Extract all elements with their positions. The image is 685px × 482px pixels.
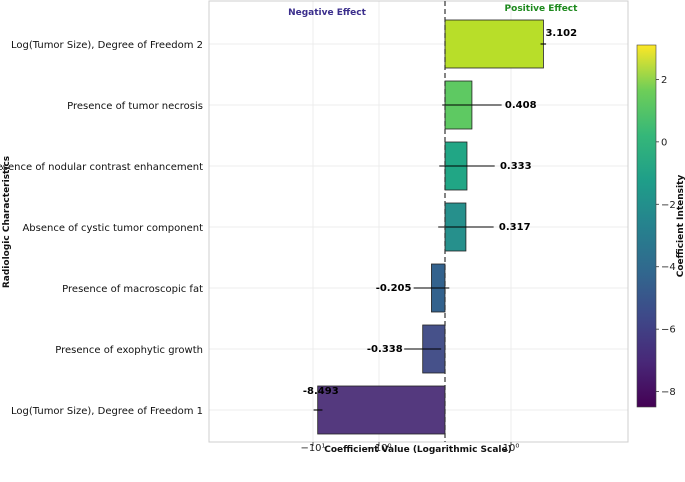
category-label: Presence of tumor necrosis	[67, 101, 203, 112]
colorbar-tick-label: −6	[661, 325, 676, 336]
bars: 3.102 0.408 0.333 0.317 -0.205 -0.338 -8.493	[303, 19, 577, 435]
negative-effect-label: Negative Effect	[288, 8, 367, 18]
positive-effect-label: Positive Effect	[505, 4, 579, 14]
category-label: Log(Tumor Size), Degree of Freedom 1	[11, 406, 203, 417]
x-tick-label: 10⁰	[503, 443, 520, 454]
plot-frame	[208, 0, 629, 443]
x-ticks: −10¹ −10⁰ 10⁰	[300, 442, 519, 454]
colorbar-label: Coefficient Intensity	[676, 175, 685, 278]
y-axis-label: Radiologic Characteristics	[2, 156, 12, 288]
grid-lines	[209, 1, 628, 442]
category-label: Presence of macroscopic fat	[62, 284, 203, 295]
bar	[317, 385, 446, 435]
value-label: 0.408	[505, 100, 537, 111]
value-label: 0.317	[499, 222, 531, 233]
colorbar-tick-label: −2	[661, 200, 676, 211]
value-label: -8.493	[303, 386, 339, 397]
value-label: -0.338	[367, 344, 403, 355]
x-axis-label: Coefficient Value (Logarithmic Scale)	[324, 445, 511, 455]
category-labels: Log(Tumor Size), Degree of Freedom 2 Pres…	[0, 40, 203, 417]
bar	[444, 19, 544, 69]
colorbar-tick-label: −8	[661, 387, 676, 398]
colorbar-gradient	[636, 44, 657, 408]
value-label: 0.333	[500, 161, 532, 172]
colorbar-tick-label: 2	[661, 75, 667, 86]
value-label: -0.205	[376, 283, 412, 294]
x-tick-label: −10¹	[300, 443, 325, 454]
category-label: Presence of exophytic growth	[55, 345, 203, 356]
colorbar: −8 −6 −4 −2 0 2 Coefficient Intensity	[636, 44, 685, 408]
x-tick-label: −10⁰	[366, 443, 391, 454]
colorbar-tick-label: 0	[661, 137, 667, 148]
category-label: Presence of nodular contrast enhancement	[0, 162, 203, 173]
category-label: Log(Tumor Size), Degree of Freedom 2	[11, 40, 203, 51]
category-label: Absence of cystic tumor component	[22, 223, 203, 234]
colorbar-tick-label: −4	[661, 262, 676, 273]
colorbar-ticks: −8 −6 −4 −2 0 2	[656, 75, 676, 398]
value-label: 3.102	[545, 28, 577, 39]
